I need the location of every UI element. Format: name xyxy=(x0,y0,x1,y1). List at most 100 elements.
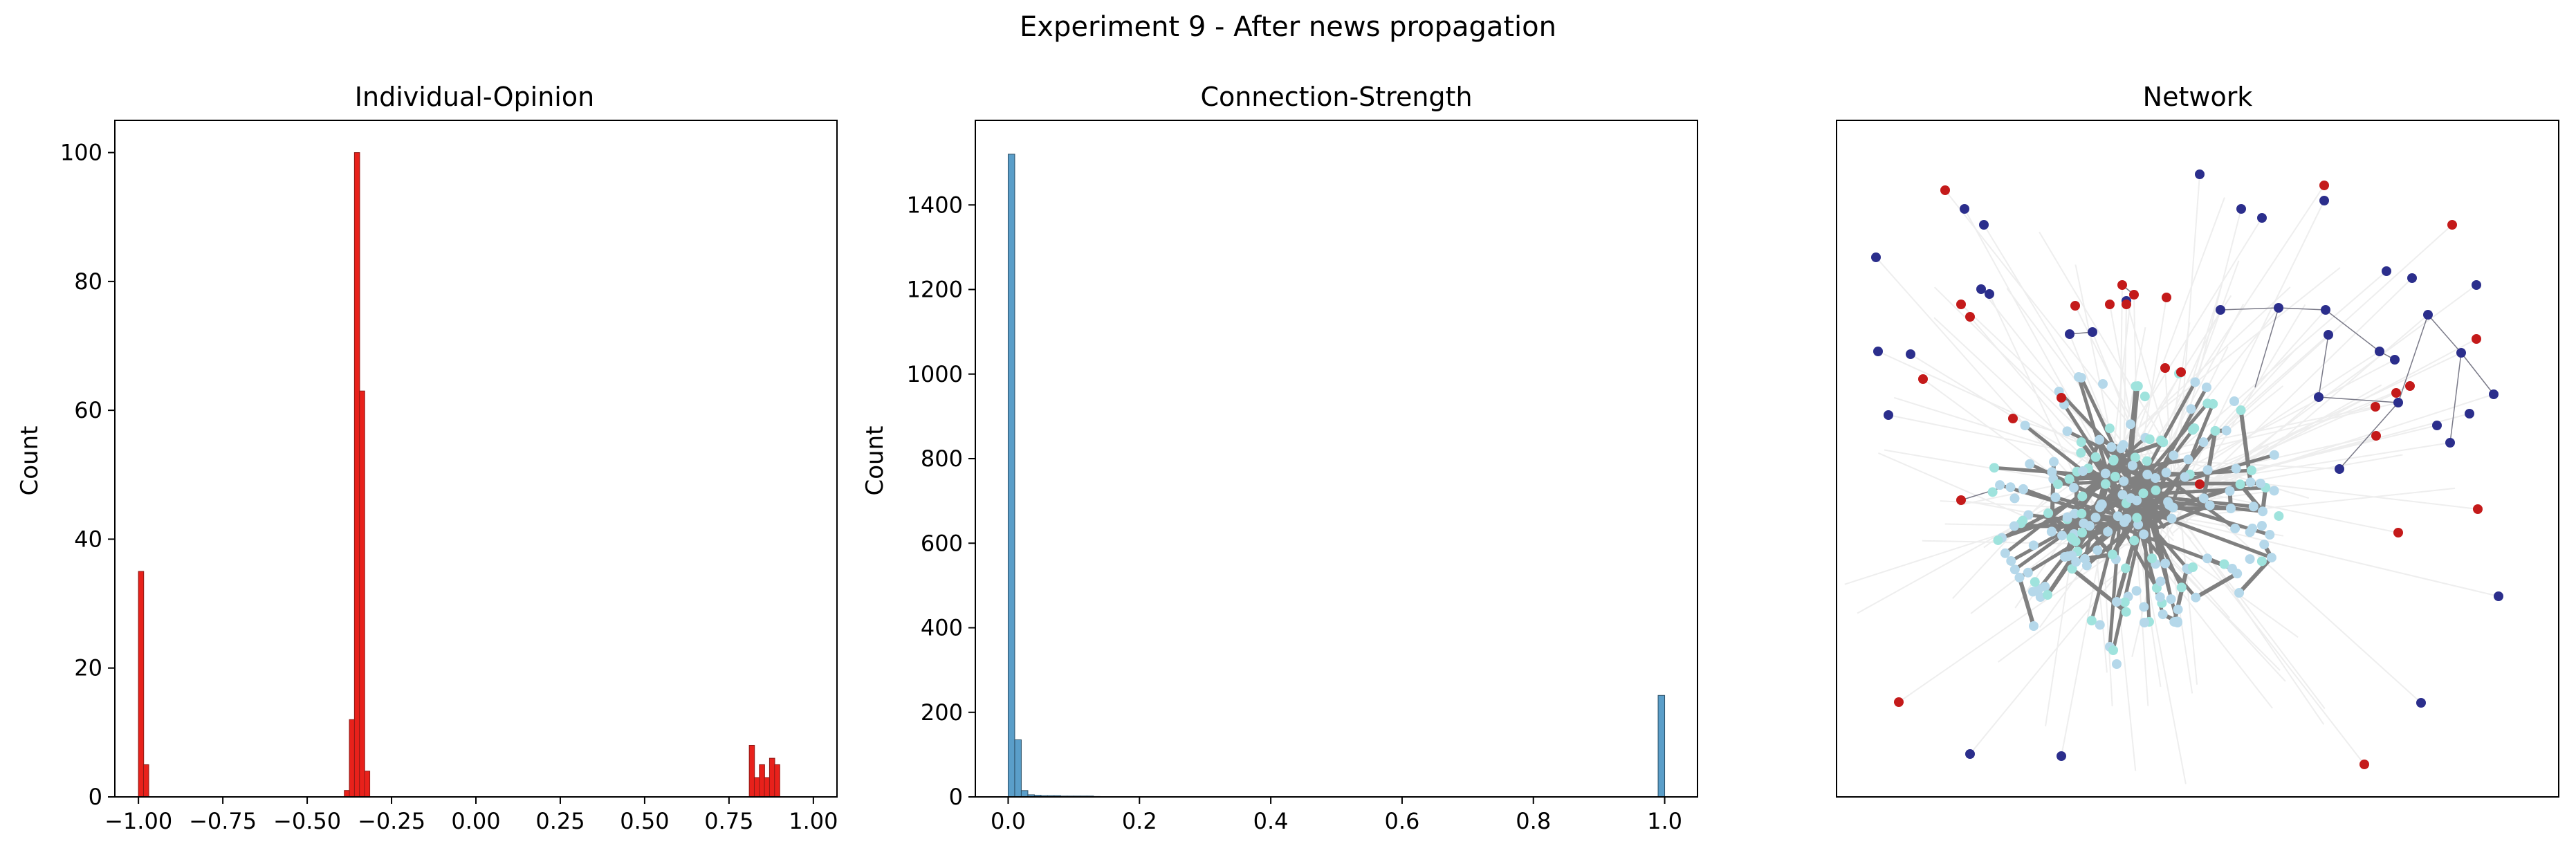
strength-xtick-label-1: 0.2 xyxy=(1122,808,1157,834)
thin-edge-11 xyxy=(2460,352,2494,395)
cluster-node-142 xyxy=(2113,511,2123,522)
cluster-node-111 xyxy=(2100,479,2110,489)
cluster-node-143 xyxy=(2269,486,2279,496)
cluster-node-159 xyxy=(2120,563,2131,573)
cluster-node-5 xyxy=(2139,602,2149,612)
cluster-node-71 xyxy=(2202,553,2212,564)
strength-ytick-label-2: 400 xyxy=(921,615,963,641)
cluster-node-149 xyxy=(2164,499,2175,510)
cluster-node-196 xyxy=(2074,372,2083,382)
cluster-node-17 xyxy=(2202,465,2213,475)
strength-bar-1 xyxy=(1014,739,1022,798)
thin-edge-2 xyxy=(2325,309,2380,352)
thin-edge-10 xyxy=(2449,352,2462,443)
cluster-node-57 xyxy=(2119,597,2130,607)
cluster-node-92 xyxy=(2050,493,2061,503)
strength-bar-0 xyxy=(1007,154,1015,798)
strong-edge-106 xyxy=(2017,577,2036,627)
cluster-node-65 xyxy=(2259,540,2270,550)
cluster-node-45 xyxy=(2121,607,2131,617)
cluster-node-185 xyxy=(2112,659,2122,669)
strength-xtick-label-2: 0.4 xyxy=(1253,808,1289,834)
cluster-node-98 xyxy=(2269,450,2279,460)
red-node-13 xyxy=(2371,402,2380,412)
bars-connection-strength xyxy=(1007,154,1666,798)
cluster-node-192 xyxy=(2247,466,2256,475)
faint-edge-50 xyxy=(2179,508,2198,685)
blue-node-6 xyxy=(2195,169,2205,179)
strong-spoke-172 xyxy=(2109,457,2189,475)
cluster-node-190 xyxy=(2226,504,2236,513)
cluster-node-152 xyxy=(2079,518,2089,528)
cluster-node-168 xyxy=(2086,616,2097,626)
blue-node-23 xyxy=(2494,591,2503,601)
cluster-node-100 xyxy=(2258,506,2268,517)
cluster-node-181 xyxy=(2029,621,2039,631)
cluster-node-157 xyxy=(2040,582,2050,592)
cluster-node-162 xyxy=(2142,456,2152,466)
cluster-node-84 xyxy=(2110,472,2120,482)
cluster-node-76 xyxy=(2245,477,2256,488)
cluster-node-194 xyxy=(2202,383,2211,392)
cluster-node-29 xyxy=(2049,457,2059,467)
opinion-bar-2 xyxy=(344,790,350,798)
thin-edge-5 xyxy=(2318,396,2399,403)
faint-edge-46 xyxy=(2094,267,2341,463)
cluster-node-197 xyxy=(2098,379,2108,389)
cluster-node-32 xyxy=(1995,480,2005,490)
cluster-node-127 xyxy=(2198,493,2209,504)
cluster-node-124 xyxy=(2142,470,2153,480)
cluster-node-176 xyxy=(2006,555,2016,566)
cluster-node-158 xyxy=(2047,467,2057,477)
cluster-node-30 xyxy=(2129,535,2140,546)
cluster-node-93 xyxy=(2077,508,2087,519)
cluster-node-133 xyxy=(2221,425,2232,436)
red-node-16 xyxy=(2371,431,2381,441)
strength-ytick-label-7: 1400 xyxy=(907,192,963,218)
cluster-node-15 xyxy=(1987,487,1998,497)
cluster-node-82 xyxy=(2079,553,2090,564)
y-axis-label-individual-opinion: Count xyxy=(16,426,44,496)
thin-edge-1 xyxy=(2278,307,2326,311)
thin-edge-6 xyxy=(2398,314,2429,403)
blue-node-7 xyxy=(2319,196,2329,205)
cluster-node-70 xyxy=(2000,548,2010,558)
red-node-12 xyxy=(2176,367,2186,377)
blue-node-34 xyxy=(2065,329,2074,339)
cluster-node-7 xyxy=(2005,482,2016,493)
cluster-node-91 xyxy=(2068,483,2079,493)
red-node-1 xyxy=(2319,181,2329,190)
cluster-node-24 xyxy=(2076,437,2086,448)
cluster-node-138 xyxy=(2147,553,2158,564)
blue-node-25 xyxy=(2274,303,2283,313)
opinion-bar-5 xyxy=(359,390,365,798)
red-node-26 xyxy=(2057,393,2066,403)
red-node-15 xyxy=(2405,381,2415,391)
red-node-10 xyxy=(2117,280,2127,290)
opinion-ytick-label-2: 40 xyxy=(74,526,102,552)
strength-xtick-label-0: 0.0 xyxy=(991,808,1026,834)
opinion-xtick-label-0: −1.00 xyxy=(104,808,172,834)
cluster-node-141 xyxy=(2070,536,2081,546)
strength-ytick-label-6: 1200 xyxy=(907,277,963,303)
cluster-node-48 xyxy=(2132,513,2142,523)
cluster-node-166 xyxy=(2126,493,2136,504)
cluster-node-27 xyxy=(2219,559,2229,569)
opinion-ytick-label-3: 60 xyxy=(74,397,102,423)
strength-bar-14 xyxy=(1657,695,1666,798)
strength-ytick-label-5: 1000 xyxy=(907,361,963,387)
cluster-node-114 xyxy=(1989,463,1999,473)
cluster-node-189 xyxy=(2188,562,2198,572)
blue-node-3 xyxy=(1873,347,1883,356)
blue-node-13 xyxy=(2423,310,2433,320)
faint-spoke-5 xyxy=(1888,414,2097,458)
red-node-11 xyxy=(2129,290,2139,300)
strength-xtick-label-3: 0.6 xyxy=(1384,808,1419,834)
faint-edge-0 xyxy=(2170,456,2310,499)
red-node-7 xyxy=(2105,300,2115,309)
cluster-node-144 xyxy=(2108,455,2119,466)
axes-frame-network xyxy=(1836,120,2559,798)
cluster-node-52 xyxy=(2230,523,2241,533)
cluster-node-12 xyxy=(2151,485,2161,495)
blue-node-32 xyxy=(1976,284,1986,294)
